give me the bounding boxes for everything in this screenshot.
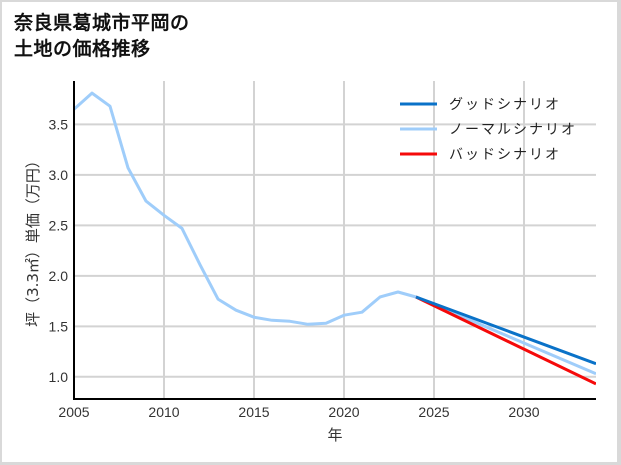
x-tick-label: 2010 <box>148 404 179 420</box>
y-tick-label: 3.0 <box>49 167 69 183</box>
legend-label: グッドシナリオ <box>449 97 561 113</box>
x-tick-labels: 2005 2010 2015 2020 2025 2030 <box>58 404 539 420</box>
series-line-0 <box>415 295 596 366</box>
chart-title-line-1: 奈良県葛城市平岡の <box>14 12 190 34</box>
x-tick-label: 2005 <box>58 404 89 420</box>
x-tick-label: 2015 <box>238 404 269 420</box>
series-lines <box>74 91 596 386</box>
chart-title: 奈良県葛城市平岡の 土地の価格推移 <box>14 10 190 62</box>
axes <box>73 81 596 400</box>
gridlines <box>74 81 596 399</box>
y-axis-label: 坪（3.3㎡）単価（万円） <box>24 153 42 327</box>
y-tick-labels: 1.0 1.5 2.0 2.5 3.0 3.5 <box>49 116 69 384</box>
y-tick-label: 2.0 <box>49 268 69 284</box>
x-tick-label: 2030 <box>508 404 539 420</box>
legend-label: ノーマルシナリオ <box>449 122 577 138</box>
y-tick-label: 1.0 <box>49 369 69 385</box>
series-line-1 <box>74 91 596 376</box>
chart-title-line-2: 土地の価格推移 <box>14 38 151 60</box>
legend-label: バッドシナリオ <box>449 147 561 163</box>
x-tick-label: 2025 <box>418 404 449 420</box>
y-tick-label: 3.5 <box>49 116 69 132</box>
y-tick-label: 1.5 <box>49 318 69 334</box>
x-tick-label: 2020 <box>328 404 359 420</box>
x-axis-label: 年 <box>327 426 342 444</box>
y-tick-label: 2.5 <box>49 217 69 233</box>
series-line-2 <box>415 295 596 386</box>
